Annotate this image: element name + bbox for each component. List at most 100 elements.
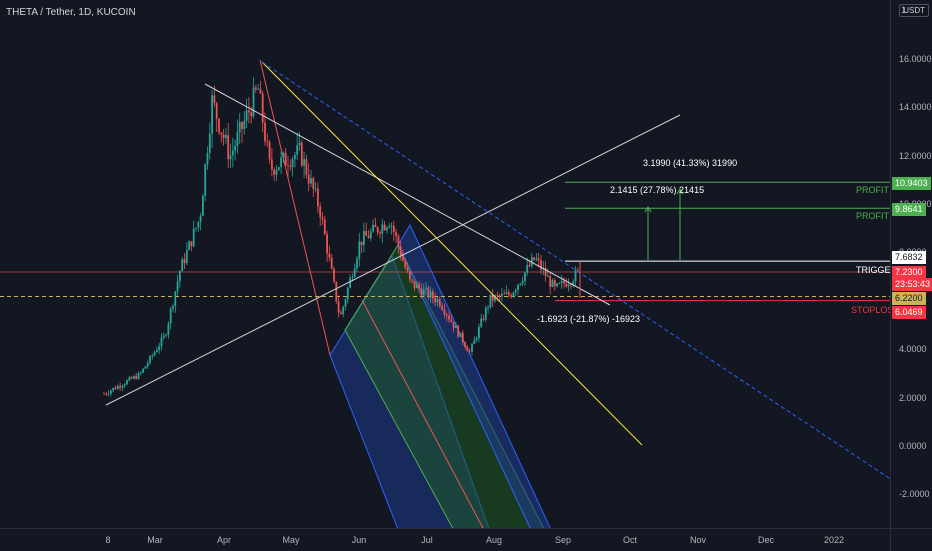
candle-body	[498, 295, 501, 297]
candle-body	[358, 241, 361, 259]
candle-body	[197, 221, 200, 228]
pitchfork-drawing[interactable]	[259, 59, 565, 528]
measure-arrowhead-profit1	[644, 206, 652, 213]
candle-body	[388, 226, 391, 228]
candle-body	[328, 253, 331, 258]
candle-body	[512, 292, 515, 297]
candle-body	[333, 269, 335, 282]
candle-body	[409, 271, 411, 280]
candle-body	[340, 312, 342, 315]
candle-body	[528, 265, 531, 267]
candle-body	[351, 277, 354, 278]
candle-body	[130, 377, 133, 379]
price-axis[interactable]: USDT 1 16.000014.000012.000010.00008.000…	[890, 0, 932, 528]
trend-line-drawings[interactable]	[105, 61, 890, 480]
candle-body	[397, 236, 400, 247]
candle-body	[257, 88, 259, 90]
candle-body	[415, 284, 418, 288]
candle-body	[169, 308, 172, 324]
candle-body	[307, 174, 310, 184]
candle-body	[517, 284, 519, 291]
trendline-white-rising[interactable]	[105, 114, 681, 406]
candle-body	[367, 235, 370, 239]
price-tick-label: 2.0000	[899, 392, 927, 403]
candle-body	[399, 246, 402, 257]
candle-body	[505, 292, 508, 294]
candle-body	[206, 153, 209, 165]
candlestick-series	[103, 77, 579, 397]
candle-body	[319, 206, 322, 218]
candle-body	[289, 166, 292, 168]
candle-body	[236, 132, 239, 147]
time-axis[interactable]: 8 Mar Apr May Jun Jul Aug Sep Oct Nov Dec 2022	[0, 528, 890, 551]
profit2-price-tag: 10.9403	[892, 177, 931, 190]
candle-body	[544, 268, 547, 277]
candle-body	[363, 231, 365, 246]
candle-body	[335, 281, 338, 302]
candle-body	[126, 380, 128, 385]
candle-body	[151, 355, 154, 357]
measure-label-mid: 2.1415 (27.78%) 21415	[610, 185, 705, 195]
candle-countdown-tag: 23:53:43	[892, 278, 932, 291]
candle-body	[337, 301, 340, 313]
candle-body	[123, 384, 126, 387]
candle-body	[535, 258, 538, 260]
candle-body	[450, 319, 453, 322]
candle-body	[213, 95, 216, 104]
candle-body	[172, 306, 174, 309]
candle-body	[519, 283, 522, 285]
symbol-title[interactable]: THETA / Tether, 1D, KUCOIN	[6, 7, 136, 18]
currency-button[interactable]: USDT	[899, 4, 929, 17]
last-price-tag: 7.2300	[892, 266, 926, 279]
candle-body	[473, 339, 476, 345]
candle-body	[222, 134, 225, 139]
candle-body	[422, 289, 425, 296]
candle-body	[259, 88, 262, 94]
candle-body	[229, 155, 232, 160]
chart-plot-area[interactable]: THETA / Tether, 1D, KUCOIN 3.1990 (41.33…	[0, 0, 890, 528]
candle-body	[137, 372, 140, 379]
candle-body	[245, 110, 248, 121]
candle-body	[526, 265, 529, 273]
time-tick-label: Dec	[757, 535, 775, 545]
candle-body	[192, 228, 195, 247]
price-axis-top-value: 1	[901, 5, 907, 15]
stoploss-price-tag: 6.0469	[892, 306, 926, 319]
candle-body	[459, 332, 462, 337]
candle-body	[254, 87, 257, 90]
measure-arrowhead-profit2	[676, 188, 684, 195]
trendline-blue-dashed[interactable]	[261, 61, 890, 480]
candle-body	[404, 260, 407, 268]
candle-body	[402, 256, 404, 261]
time-tick-label: Sep	[554, 535, 572, 545]
candle-body	[291, 159, 294, 168]
candle-body	[298, 142, 301, 146]
candle-body	[273, 169, 276, 175]
trendline-white-falling[interactable]	[204, 83, 611, 306]
price-tick-label: 16.0000	[899, 53, 932, 64]
axis-corner	[890, 528, 932, 551]
candle-body	[199, 215, 202, 222]
candle-body	[360, 241, 363, 246]
time-tick-label: Nov	[689, 535, 707, 545]
candle-body	[374, 224, 377, 228]
candle-body	[179, 271, 181, 282]
candle-body	[547, 276, 549, 277]
price-chart[interactable]	[0, 0, 890, 528]
candle-body	[491, 294, 494, 301]
trendline-yellow[interactable]	[261, 61, 643, 446]
candle-body	[475, 338, 478, 340]
pitchfork-median-red	[361, 299, 484, 528]
time-tick-label: Mar	[147, 535, 163, 545]
candle-body	[153, 352, 156, 356]
candle-body	[195, 227, 197, 229]
candle-body	[215, 103, 218, 119]
candle-body	[420, 288, 423, 296]
candle-body	[468, 351, 471, 352]
candle-body	[266, 141, 269, 143]
candle-body	[204, 164, 207, 196]
candle-body	[452, 321, 455, 329]
candle-body	[484, 307, 487, 320]
candle-body	[395, 232, 397, 237]
candle-body	[218, 118, 220, 133]
